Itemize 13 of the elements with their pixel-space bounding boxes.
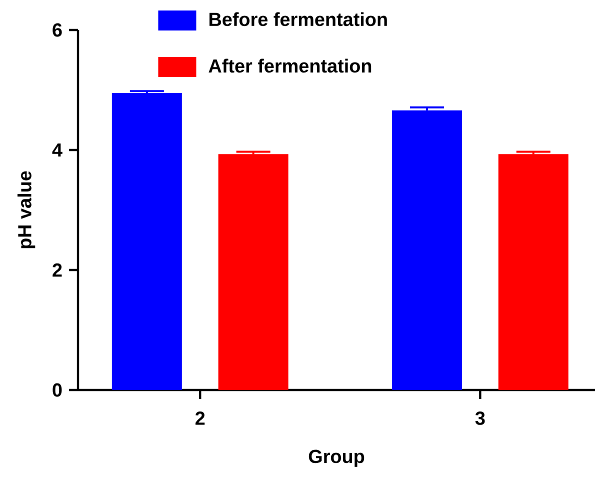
- bar: [218, 154, 288, 390]
- x-tick-label: 3: [475, 411, 485, 425]
- x-axis-title: Group: [308, 450, 364, 467]
- y-tick-label: 2: [52, 263, 62, 277]
- legend-label: After fermentation: [208, 58, 372, 73]
- y-tick-label: 4: [52, 143, 62, 156]
- y-tick-label: 6: [52, 23, 62, 37]
- y-tick-label: 0: [52, 383, 62, 397]
- y-axis-title: pH value: [18, 171, 36, 248]
- bar: [498, 154, 568, 390]
- legend-label: Before fermentation: [209, 12, 387, 26]
- bar: [392, 110, 462, 390]
- bar: [112, 92, 182, 390]
